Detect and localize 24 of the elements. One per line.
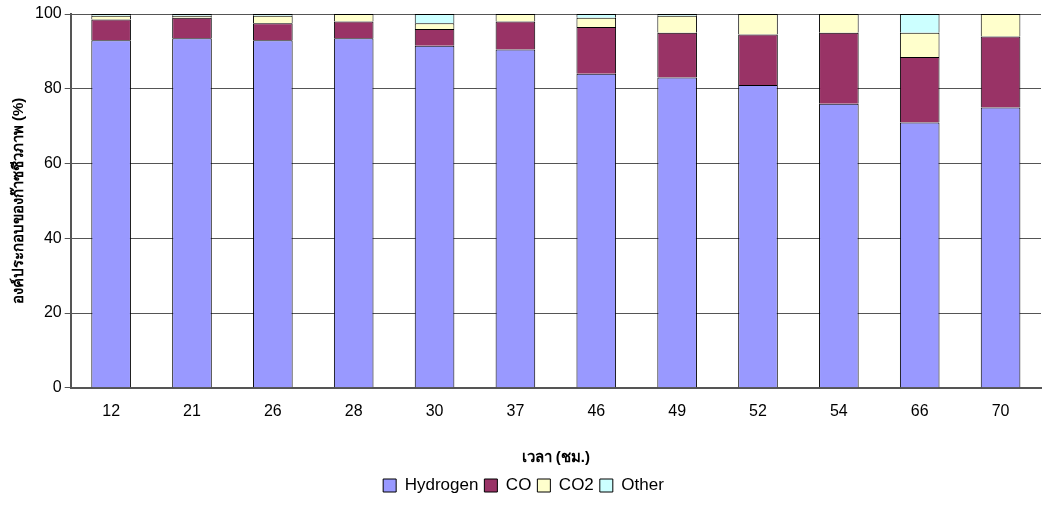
x-tick-label: 66 [910,401,929,419]
x-tick-label: 49 [668,401,687,419]
legend-label: CO [505,475,532,495]
x-tick-label: 26 [263,401,282,419]
x-tick-label: 37 [506,401,525,419]
x-tick-label: 28 [344,401,363,419]
x-tick-label: 21 [183,401,201,419]
y-tick-label: 100 [34,4,62,22]
y-axis-title: องค์ประกอบของก๊าซชีวภาพ (%) [9,97,27,305]
x-tick-label: 52 [749,401,767,419]
y-tick-label: 80 [43,79,62,97]
legend-label: Other [621,475,665,495]
x-tick-label: 30 [425,401,444,419]
x-tick-label: 70 [991,401,1010,419]
x-tick-label: 54 [829,401,848,419]
legend-label: Hydrogen [404,475,479,495]
x-tick-label: 46 [587,401,606,419]
x-tick-label: 12 [102,401,121,419]
legend-label: CO2 [558,475,594,495]
y-tick-label: 0 [52,378,62,396]
x-axis-title: เวลา (ชม.) [521,448,591,466]
y-tick-label: 40 [43,228,62,246]
y-tick-label: 60 [43,153,62,171]
y-tick-label: 20 [43,303,62,321]
